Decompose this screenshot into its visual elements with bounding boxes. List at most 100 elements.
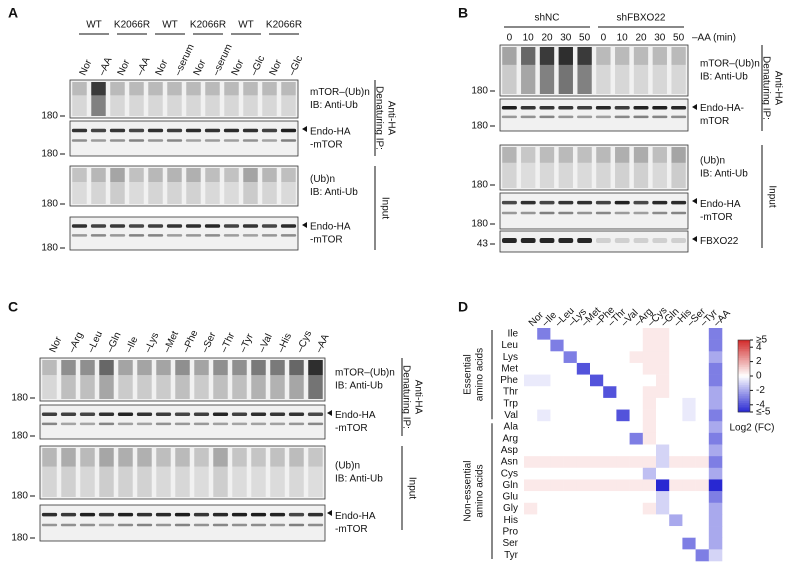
- band: [242, 234, 259, 237]
- band: [539, 200, 555, 205]
- band: [166, 128, 183, 133]
- heatmap-cell: [695, 456, 710, 469]
- heatmap-cell: [524, 339, 538, 352]
- heatmap-cell: [656, 374, 670, 387]
- heatmap-cell: [642, 467, 657, 480]
- heatmap-cell: [642, 502, 657, 515]
- heatmap-cell: [576, 374, 591, 387]
- smear-top: [186, 168, 201, 182]
- colorbar-step: [738, 379, 750, 382]
- row-label: Glu: [502, 492, 518, 503]
- colorbar-step: [738, 408, 750, 411]
- heatmap-cell: [524, 374, 538, 387]
- smear-top: [308, 360, 323, 376]
- heatmap-cell: [537, 467, 551, 480]
- band: [250, 422, 267, 426]
- heatmap-cell: [708, 549, 723, 562]
- smear-top: [80, 360, 95, 376]
- smear-top: [99, 360, 114, 376]
- heatmap-cell: [537, 397, 551, 410]
- heatmap-cell: [524, 421, 538, 434]
- heatmap-cell: [590, 479, 604, 492]
- band: [212, 512, 229, 517]
- band: [109, 128, 126, 133]
- lane-label: –Gln: [105, 331, 124, 355]
- arrow: [692, 104, 697, 110]
- group-label: WT: [162, 20, 178, 31]
- smear-top: [137, 360, 152, 376]
- heatmap-cell: [603, 421, 617, 434]
- smear: [671, 147, 686, 188]
- heatmap-cell: [576, 502, 591, 515]
- heatmap-cell: [603, 549, 617, 562]
- heatmap-cell: [682, 537, 696, 550]
- band: [633, 115, 649, 119]
- smear: [42, 448, 57, 497]
- band: [501, 211, 517, 215]
- smear-top: [243, 82, 258, 96]
- band: [71, 139, 88, 142]
- heatmap-cell: [550, 351, 564, 364]
- band: [242, 224, 259, 228]
- heatmap-cell: [603, 374, 617, 387]
- lane-label: –Met: [162, 329, 181, 354]
- smear: [270, 360, 285, 399]
- heatmap-cell: [537, 386, 551, 399]
- band: [223, 234, 240, 237]
- smear: [232, 448, 247, 497]
- band: [269, 512, 286, 517]
- heatmap-cell: [590, 502, 604, 515]
- band: [155, 422, 172, 426]
- heatmap-cell: [682, 339, 696, 352]
- heatmap-cell: [537, 339, 551, 352]
- heatmap-cell: [537, 491, 551, 504]
- heatmap-cell: [708, 491, 723, 504]
- heatmap-cell: [682, 351, 696, 364]
- heatmap-cell: [708, 479, 723, 492]
- heatmap-cell: [656, 491, 670, 504]
- blot-label: mTOR: [700, 116, 729, 127]
- heatmap-cell: [576, 328, 591, 340]
- mw-marker: 180: [11, 533, 28, 544]
- heatmap-cell: [682, 432, 696, 445]
- blot-label: mTOR–(Ub)n: [700, 59, 760, 70]
- heatmap-cell: [656, 479, 670, 492]
- band: [501, 106, 517, 110]
- band: [261, 139, 278, 142]
- smear-top: [118, 360, 133, 376]
- smear-top: [205, 168, 220, 182]
- heatmap-cell: [603, 479, 617, 492]
- heatmap-cell: [550, 491, 564, 504]
- heatmap-cell: [682, 467, 696, 480]
- heatmap-cell: [616, 386, 630, 399]
- lane-label: –Lys: [143, 331, 162, 354]
- colorbar-tick-label: 2: [756, 356, 762, 367]
- heatmap-cell: [550, 456, 564, 469]
- row-group-label: Essential: [463, 354, 474, 395]
- smear: [596, 47, 611, 94]
- colorbar-step: [738, 358, 750, 361]
- smear-top: [118, 448, 133, 467]
- heatmap-cell: [563, 421, 578, 434]
- heatmap-cell: [629, 328, 644, 340]
- smear-top: [110, 168, 125, 182]
- heatmap-cell: [603, 397, 617, 410]
- band: [109, 234, 126, 237]
- heatmap-cell: [669, 432, 683, 445]
- band: [128, 128, 145, 133]
- heatmap-cell: [669, 351, 683, 364]
- heatmap-cell: [603, 339, 617, 352]
- heatmap-cell: [708, 374, 723, 387]
- arrow: [692, 236, 697, 242]
- blot-label: (Ub)n: [335, 461, 360, 472]
- heatmap-cell: [629, 351, 644, 364]
- heatmap-cell: [563, 549, 578, 562]
- heatmap-cell: [695, 397, 710, 410]
- colorbar-step: [738, 341, 750, 344]
- smear-top: [137, 448, 152, 467]
- smear: [596, 147, 611, 188]
- lane-label: Nor: [230, 58, 247, 78]
- band: [185, 224, 202, 228]
- colorbar-step: [738, 347, 750, 350]
- heatmap-cell: [682, 397, 696, 410]
